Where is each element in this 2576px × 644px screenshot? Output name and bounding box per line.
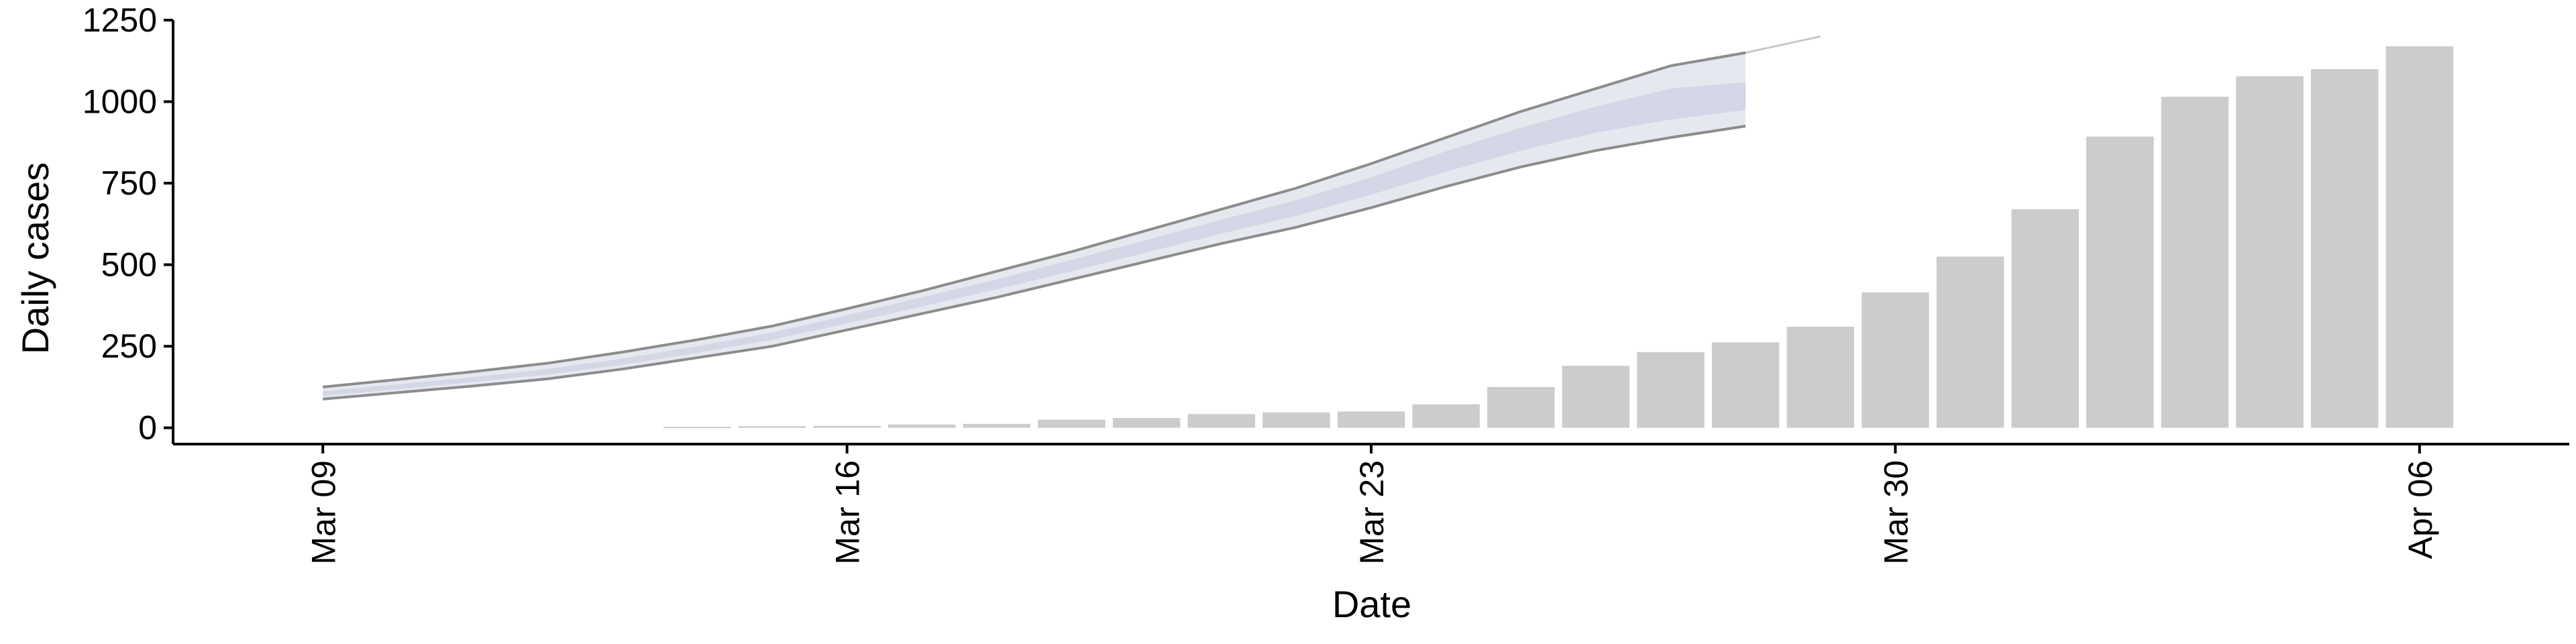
bar	[1637, 352, 1705, 428]
bar	[888, 424, 956, 428]
x-tick-label: Mar 30	[1877, 460, 1915, 565]
bar	[1337, 411, 1405, 428]
bar	[963, 423, 1031, 428]
bars-layer	[663, 46, 2453, 429]
bar	[1112, 418, 1181, 428]
bar	[1487, 386, 1555, 428]
bar	[738, 426, 806, 428]
bar	[2161, 97, 2229, 428]
x-tick-label: Mar 16	[829, 460, 867, 565]
bar	[1412, 404, 1480, 428]
forecast-upper-extension-line	[1745, 35, 1821, 54]
y-tick-label: 250	[101, 327, 157, 365]
bar	[1786, 326, 1854, 428]
bar	[1562, 366, 1630, 428]
bar	[663, 427, 731, 429]
axes-layer: 0 250 500 750 1000 1250 Mar 09 Mar 16 Mar 23 Mar …	[83, 1, 2569, 565]
forecast-inner-band	[323, 82, 1746, 396]
bar	[2086, 136, 2154, 428]
forecast-lower-line	[323, 125, 1746, 400]
bar	[813, 425, 881, 428]
forecast-band-layer	[323, 35, 1821, 400]
y-tick-label: 750	[101, 164, 157, 202]
x-tick-label: Mar 09	[305, 460, 342, 565]
forecast-outer-band	[323, 52, 1746, 399]
bar	[1038, 419, 1106, 428]
bar	[1711, 342, 1780, 428]
x-tick-label: Mar 23	[1353, 460, 1391, 565]
y-axis-title: Daily cases	[14, 162, 56, 354]
bar	[1936, 256, 2004, 428]
x-axis-title: Date	[1332, 583, 1411, 625]
forecast-upper-line	[323, 51, 1746, 388]
bar	[1187, 414, 1255, 428]
bar	[2385, 46, 2453, 428]
bar	[2310, 68, 2379, 428]
bar	[1263, 412, 1330, 428]
y-tick-label: 500	[101, 246, 157, 284]
y-tick-label: 0	[138, 409, 157, 447]
bar	[2236, 76, 2304, 428]
bar	[2011, 209, 2079, 428]
x-tick-label: Apr 06	[2402, 460, 2439, 559]
bar	[1862, 292, 1929, 428]
y-tick-label: 1250	[83, 1, 157, 39]
y-tick-label: 1000	[83, 83, 157, 121]
